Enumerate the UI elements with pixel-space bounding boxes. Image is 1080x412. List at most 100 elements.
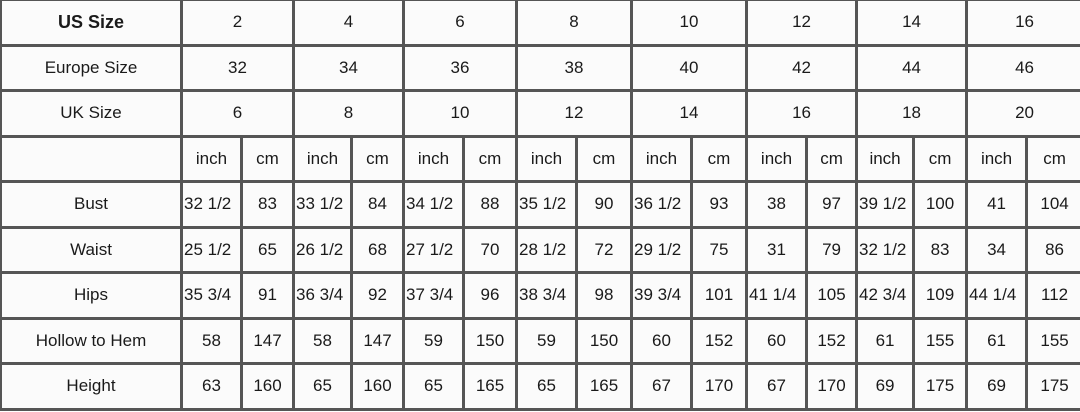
inch-value: 31 [745, 225, 809, 274]
cm-value: 147 [350, 316, 405, 365]
uk-size-row-cell: 18 [855, 89, 969, 138]
cm-value: 93 [689, 180, 749, 229]
europe-size-row-cell: 32 [180, 43, 295, 92]
unit-cm-header: cm [805, 134, 859, 183]
measurement-row: Height 63 160 65 160 65 165 65 165 67 170 67 170 69 17… [0, 362, 1080, 411]
unit-inch-header: inch [292, 134, 353, 183]
europe-size-row-cell: 36 [402, 43, 518, 92]
cm-value: 83 [240, 180, 295, 229]
europe-size-row-cell: 34 [292, 43, 405, 92]
us-size-row-cell: 16 [965, 0, 1080, 47]
europe-size-row-cell: 42 [745, 43, 859, 92]
europe-size-row-label: Europe Size [0, 43, 183, 92]
cm-value: 84 [350, 180, 405, 229]
inch-value: 34 [965, 225, 1029, 274]
us-size-row-label: US Size [0, 0, 183, 47]
inch-value: 69 [855, 362, 916, 411]
cm-value: 112 [1025, 271, 1080, 320]
cm-value: 170 [805, 362, 859, 411]
cm-value: 160 [350, 362, 405, 411]
cm-value: 88 [462, 180, 518, 229]
cm-value: 170 [689, 362, 749, 411]
cm-value: 104 [1025, 180, 1080, 229]
unit-inch-header: inch [180, 134, 243, 183]
unit-cm-header: cm [1025, 134, 1080, 183]
uk-size-row-cell: 16 [745, 89, 859, 138]
inch-value: 65 [515, 362, 578, 411]
unit-inch-header: inch [745, 134, 809, 183]
inch-value: 29 1/2 [630, 225, 693, 274]
europe-size-row-cell: 40 [629, 43, 749, 92]
us-size-row-cell: 6 [402, 0, 518, 47]
inch-value: 67 [745, 362, 809, 411]
cm-value: 70 [462, 225, 518, 274]
inch-value: 58 [180, 316, 243, 365]
inch-value: 61 [965, 316, 1029, 365]
cm-value: 150 [575, 316, 633, 365]
us-size-row-cell: 4 [292, 0, 405, 47]
us-size-row-cell: 2 [180, 0, 295, 47]
measurement-label: Hips [0, 271, 183, 320]
inch-value: 69 [965, 362, 1029, 411]
cm-value: 109 [912, 271, 969, 320]
inch-value: 59 [515, 316, 578, 365]
inch-value: 41 1/4 [745, 271, 809, 320]
inch-value: 58 [292, 316, 353, 365]
inch-value: 67 [630, 362, 693, 411]
inch-value: 60 [745, 316, 809, 365]
inch-value: 44 1/4 [965, 271, 1029, 320]
cm-value: 152 [805, 316, 859, 365]
inch-value: 39 1/2 [855, 180, 916, 229]
cm-value: 83 [912, 225, 969, 274]
unit-cm-header: cm [350, 134, 405, 183]
unit-inch-header: inch [630, 134, 693, 183]
inch-value: 36 3/4 [292, 271, 353, 320]
uk-size-row-cell: 10 [402, 89, 518, 138]
inch-value: 28 1/2 [515, 225, 578, 274]
inch-value: 60 [630, 316, 693, 365]
measurement-row: Hips 35 3/4 91 36 3/4 92 37 3/4 96 38 3/4 98 39 3… [0, 271, 1080, 320]
cm-value: 155 [912, 316, 969, 365]
cm-value: 75 [689, 225, 749, 274]
inch-value: 32 1/2 [855, 225, 916, 274]
cm-value: 101 [689, 271, 749, 320]
cm-value: 152 [689, 316, 749, 365]
inch-value: 41 [965, 180, 1029, 229]
cm-value: 97 [805, 180, 859, 229]
inch-value: 38 [745, 180, 809, 229]
cm-value: 98 [575, 271, 633, 320]
inch-value: 59 [402, 316, 465, 365]
cm-value: 91 [240, 271, 295, 320]
cm-value: 147 [240, 316, 295, 365]
measurement-row: Hollow to Hem 58 147 58 147 59 150 59 150 60 152 60… [0, 316, 1080, 365]
measurement-label: Waist [0, 225, 183, 274]
units-row-label [0, 134, 183, 183]
inch-value: 65 [292, 362, 353, 411]
inch-value: 65 [402, 362, 465, 411]
europe-size-row-cell: 44 [855, 43, 969, 92]
measurement-row: Waist 25 1/2 65 26 1/2 68 27 1/2 70 28 1/2 72 29 … [0, 225, 1080, 274]
uk-size-row-cell: 14 [629, 89, 749, 138]
cm-value: 155 [1025, 316, 1080, 365]
cm-value: 175 [1025, 362, 1080, 411]
uk-size-row: UK Size 6 8 10 12 14 16 18 20 [0, 89, 1080, 138]
uk-size-row-cell: 20 [965, 89, 1080, 138]
cm-value: 65 [240, 225, 295, 274]
europe-size-row-cell: 46 [965, 43, 1080, 92]
cm-value: 105 [805, 271, 859, 320]
us-size-row-cell: 14 [855, 0, 969, 47]
measurement-label: Hollow to Hem [0, 316, 183, 365]
cm-value: 79 [805, 225, 859, 274]
inch-value: 42 3/4 [855, 271, 916, 320]
unit-cm-header: cm [575, 134, 633, 183]
unit-cm-header: cm [689, 134, 749, 183]
inch-value: 36 1/2 [630, 180, 693, 229]
cm-value: 165 [462, 362, 518, 411]
inch-value: 63 [180, 362, 243, 411]
inch-value: 32 1/2 [180, 180, 243, 229]
inch-value: 35 1/2 [515, 180, 578, 229]
cm-value: 96 [462, 271, 518, 320]
cm-value: 68 [350, 225, 405, 274]
cm-value: 150 [462, 316, 518, 365]
